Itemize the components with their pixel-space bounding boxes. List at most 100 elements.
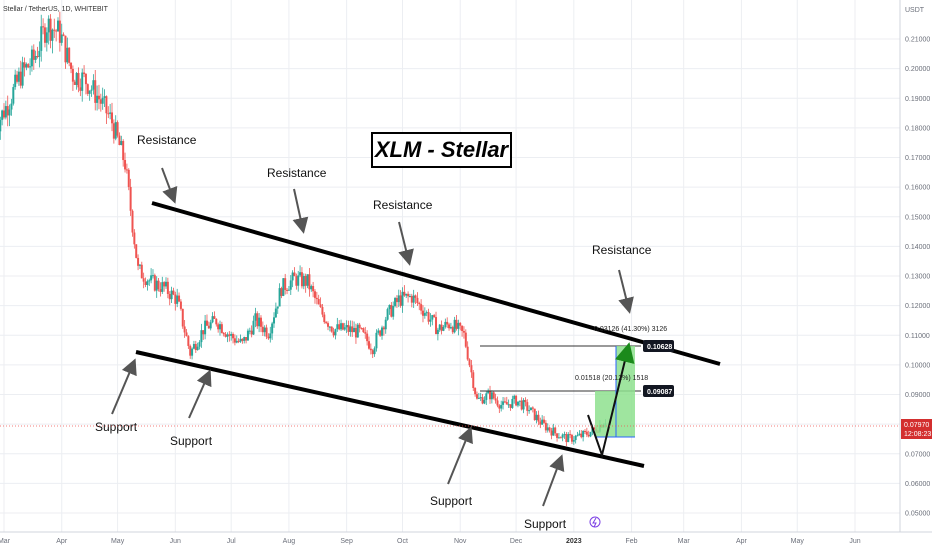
candle-body	[403, 291, 406, 296]
candle-body	[515, 395, 518, 406]
candle-body	[539, 421, 542, 425]
candle-body	[68, 47, 71, 63]
resistance-trendline[interactable]	[151, 201, 721, 366]
resistance-label-3: Resistance	[373, 198, 433, 212]
candle-body	[96, 95, 99, 103]
candle-body	[327, 323, 330, 327]
target-2-price: 0.09087	[647, 389, 672, 396]
candle-body	[323, 314, 326, 323]
support-arrow-2	[188, 369, 212, 419]
time-tick-label: Aug	[283, 538, 296, 545]
candle-body	[94, 80, 97, 103]
resistance-label-1: Resistance	[137, 133, 197, 147]
candle-body	[408, 296, 411, 298]
candle-body	[172, 290, 175, 295]
candle-body	[451, 327, 454, 333]
candle-body	[585, 431, 588, 435]
candle-body	[384, 319, 387, 330]
candle-body	[308, 274, 311, 290]
candle-body	[531, 407, 534, 409]
candle-body	[548, 427, 551, 431]
candle-body	[183, 326, 186, 333]
candle-body	[569, 434, 572, 436]
resistance-label-2: Resistance	[267, 166, 327, 180]
candle-body	[1, 110, 4, 120]
target-1-price: 0.10628	[647, 344, 672, 351]
candle-body	[181, 308, 184, 327]
candle-body	[537, 414, 540, 422]
candle-body	[274, 308, 277, 318]
candle-body	[291, 272, 294, 281]
candle-body	[14, 74, 17, 88]
candle-body	[418, 303, 421, 305]
candle-body	[90, 89, 93, 91]
candle-body	[297, 275, 300, 286]
time-tick-label: Dec	[510, 538, 523, 545]
candle-body	[459, 322, 462, 326]
candle-body	[232, 334, 235, 339]
candle-body	[235, 340, 238, 343]
grid-lines	[0, 0, 900, 532]
candle-body	[70, 62, 73, 69]
candle-body	[295, 276, 298, 286]
candle-body	[492, 392, 495, 399]
candle-body	[131, 210, 134, 233]
candle-body	[12, 87, 15, 104]
target-1-zone[interactable]	[616, 346, 635, 437]
candle-body	[472, 372, 475, 388]
candle-body	[217, 324, 220, 330]
support-trendline[interactable]	[135, 350, 645, 468]
candle-body	[502, 401, 505, 405]
resistance-arrow-4	[618, 269, 634, 314]
candle-body	[42, 26, 45, 28]
candle-body	[356, 324, 359, 338]
support-arrow-1	[111, 358, 137, 415]
candle-body	[219, 324, 222, 330]
lightning-icon[interactable]	[589, 516, 601, 528]
candle-body	[107, 113, 110, 115]
time-tick-label: Apr	[736, 538, 748, 545]
candle-body	[412, 295, 415, 303]
candle-body	[211, 316, 214, 323]
candle-body	[496, 400, 499, 406]
candle-body	[66, 47, 69, 63]
candle-body	[461, 325, 464, 331]
candle-body	[313, 291, 316, 298]
candle-body	[362, 328, 365, 333]
candle-body	[77, 72, 80, 88]
candle-body	[431, 315, 434, 320]
candle-body	[191, 348, 194, 356]
candle-body	[425, 312, 428, 314]
candle-body	[179, 301, 182, 309]
candle-body	[86, 84, 89, 94]
candle-body	[556, 433, 559, 438]
candle-body	[518, 400, 521, 402]
candle-body	[276, 306, 279, 309]
candle-body	[580, 433, 583, 438]
candle-body	[321, 307, 324, 315]
candle-body	[490, 392, 493, 400]
target-2-zone[interactable]	[595, 391, 616, 437]
current-price-timer: 12:08:23	[904, 431, 931, 438]
candle-body	[526, 402, 529, 411]
time-tick-label: Jun	[170, 538, 181, 545]
candle-body	[544, 422, 547, 431]
candle-body	[287, 289, 290, 291]
current-price-tag	[901, 419, 932, 439]
candle-body	[593, 427, 596, 430]
support-label-3: Support	[430, 494, 473, 508]
candle-body	[165, 281, 168, 287]
candle-body	[16, 74, 19, 82]
candle-body	[541, 419, 544, 425]
candle-body	[34, 56, 37, 60]
candle-body	[198, 342, 201, 347]
price-tick-label: 0.10000	[905, 362, 930, 369]
candle-body	[21, 62, 24, 86]
candle-body	[392, 306, 395, 317]
candle-body	[25, 64, 28, 68]
candle-body	[185, 332, 188, 337]
price-scale[interactable]	[900, 0, 932, 532]
candle-body	[397, 295, 400, 303]
candle-body	[468, 359, 471, 366]
